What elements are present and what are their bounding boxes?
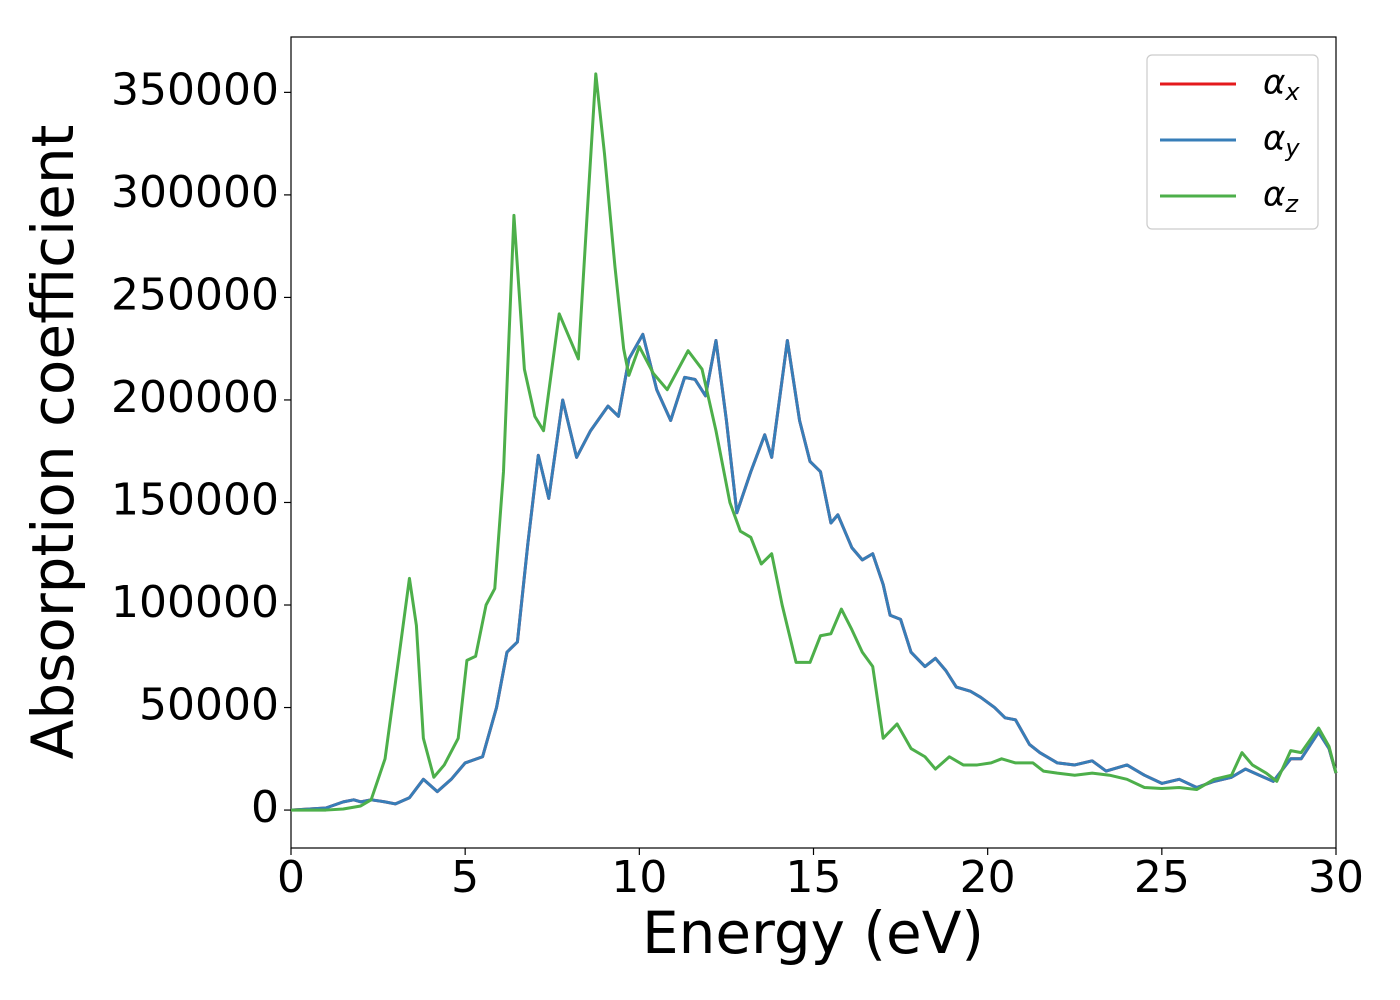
x-tick-label: 0 [277,852,305,903]
y-tick-label: 300000 [111,167,279,218]
y-tick-label: 250000 [111,269,279,320]
legend-subscript: z [1284,190,1299,218]
y-tick-label: 200000 [111,372,279,423]
series-line [290,332,1338,812]
y-tick-label: 350000 [111,64,279,115]
x-tick-label: 30 [1308,852,1364,903]
x-tick-label: 15 [786,852,842,903]
series-line [290,332,1338,812]
y-tick-label: 0 [251,782,279,833]
y-tick-label: 50000 [139,680,279,731]
x-tick-label: 5 [451,852,479,903]
x-tick-label: 10 [611,852,667,903]
y-tick-label: 100000 [111,577,279,628]
legend-subscript: y [1284,134,1300,162]
y-axis-label: Absorption coefficient [19,125,87,760]
legend-box [1146,54,1319,230]
series-line [291,72,1338,812]
x-tick-label: 25 [1134,852,1190,903]
x-axis-label: Energy (eV) [642,899,984,967]
y-tick-label: 150000 [111,474,279,525]
legend-subscript: x [1284,78,1300,106]
x-tick-label: 20 [960,852,1016,903]
